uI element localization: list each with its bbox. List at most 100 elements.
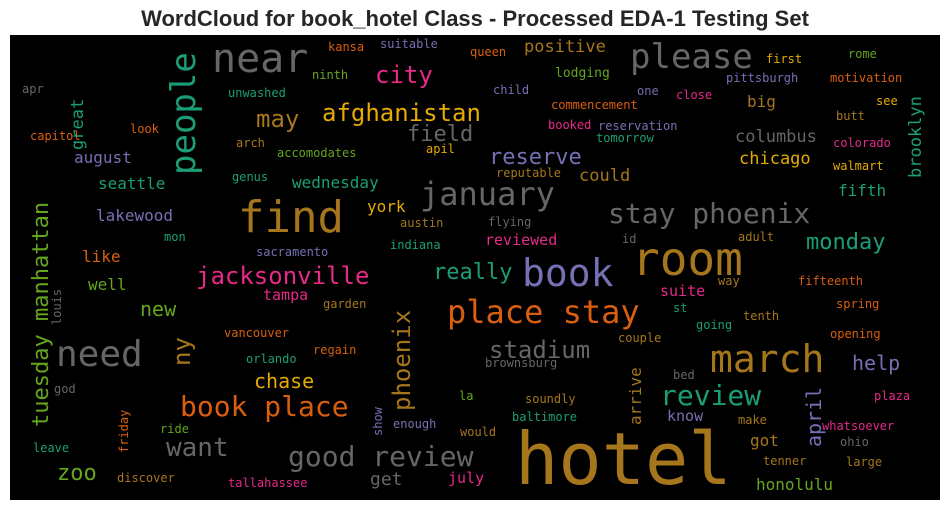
word-bed: bed [673, 368, 695, 382]
word-people: people [164, 52, 204, 175]
word-really: really [433, 260, 513, 285]
word-queen: queen [470, 45, 507, 59]
word-garden: garden [323, 297, 367, 311]
word-stay-phoenix: stay phoenix [608, 197, 811, 230]
word-cloud: hotel room find near book march place stay need… [10, 35, 940, 500]
word-pittsburgh: pittsburgh [726, 71, 799, 85]
word-way: way [718, 274, 740, 288]
word-orlando: orlando [246, 352, 297, 366]
word-wednesday: wednesday [292, 173, 379, 192]
word-spring: spring [836, 297, 880, 311]
word-january: january [420, 175, 555, 213]
word-want: want [166, 433, 229, 463]
word-discover: discover [117, 471, 175, 485]
word-austin: austin [400, 216, 444, 230]
word-genus: genus [232, 170, 269, 184]
word-review: review [660, 379, 762, 412]
word-please: please [630, 37, 753, 77]
word-baltimore: baltimore [512, 410, 578, 424]
word-indiana: indiana [390, 238, 441, 252]
word-la: la [459, 389, 474, 403]
word-adult: adult [738, 230, 775, 244]
word-columbus: columbus [735, 127, 817, 147]
word-tampa: tampa [263, 286, 309, 304]
word-ride: ride [160, 422, 189, 436]
word-going: going [696, 318, 733, 332]
word-opening: opening [830, 327, 881, 341]
word-plaza: plaza [874, 389, 911, 403]
word-arrive: arrive [626, 367, 645, 425]
word-new: new [140, 297, 177, 321]
word-rome: rome [848, 47, 877, 61]
word-honolulu: honolulu [756, 475, 834, 494]
word-near: near [212, 36, 309, 82]
word-chase: chase [254, 369, 315, 393]
word-one: one [637, 84, 659, 98]
word-kansa: kansa [328, 40, 365, 54]
word-march: march [710, 337, 825, 381]
word-couple: couple [618, 331, 662, 345]
word-unwashed: unwashed [228, 86, 286, 100]
word-need: need [56, 334, 143, 375]
word-ohio: ohio [840, 435, 869, 449]
word-close: close [676, 88, 713, 102]
word-commencement: commencement [551, 98, 638, 112]
word-apr: apr [22, 82, 44, 96]
word-brooklyn: brooklyn [906, 96, 926, 178]
word-reputable: reputable [496, 166, 562, 180]
word-motivation: motivation [830, 71, 903, 85]
word-colorado: colorado [833, 136, 891, 150]
word-chicago: chicago [739, 149, 811, 169]
word-help: help [852, 351, 901, 375]
word-city: city [375, 61, 433, 89]
word-reviewed: reviewed [485, 231, 558, 249]
word-ninth: ninth [312, 68, 349, 82]
word-tomorrow: tomorrow [596, 131, 654, 145]
word-stadium: stadium [489, 336, 591, 364]
word-make: make [738, 413, 767, 427]
word-suitable: suitable [380, 37, 438, 51]
word-butt: butt [836, 109, 865, 123]
word-fifteenth: fifteenth [798, 274, 864, 288]
word-zoo: zoo [57, 461, 97, 486]
word-mon: mon [164, 230, 186, 244]
word-vancouver: vancouver [224, 326, 290, 340]
word-reserve: reserve [489, 145, 582, 170]
word-may: may [256, 105, 300, 133]
word-regain: regain [313, 343, 357, 357]
word-positive: positive [524, 37, 606, 57]
word-book-place: book place [180, 390, 349, 423]
word-capitol: capitol [30, 129, 81, 143]
word-child: child [493, 83, 530, 97]
word-jacksonville: jacksonville [196, 262, 370, 290]
chart-title: WordCloud for book_hotel Class - Process… [141, 6, 809, 31]
word-august: august [74, 148, 132, 167]
word-lodging: lodging [555, 66, 610, 81]
word-enough: enough [393, 417, 437, 431]
word-tallahassee: tallahassee [228, 476, 308, 490]
word-walmart: walmart [833, 159, 884, 173]
word-large: large [846, 455, 883, 469]
word-arch: arch [236, 136, 265, 150]
word-book: book [522, 251, 614, 295]
word-id: id [622, 232, 637, 246]
word-leave: leave [33, 441, 70, 455]
word-show: show [371, 407, 385, 436]
word-louis: louis [50, 288, 64, 325]
word-room: room [632, 232, 743, 286]
word-tenner: tenner [763, 454, 807, 468]
word-tenth: tenth [743, 309, 780, 323]
word-lakewood: lakewood [96, 206, 174, 225]
word-ny: ny [168, 337, 196, 366]
word-friday: friday [117, 409, 131, 453]
word-fifth: fifth [838, 181, 887, 200]
word-sacramento: sacramento [256, 245, 329, 259]
word-york: york [367, 197, 406, 216]
word-july: july [448, 469, 485, 487]
word-like: like [82, 247, 121, 266]
word-suite: suite [660, 282, 706, 300]
word-april: april [802, 386, 826, 447]
word-phoenix: phoenix [388, 309, 416, 411]
word-st: st [673, 301, 688, 315]
word-field: field [407, 122, 474, 147]
